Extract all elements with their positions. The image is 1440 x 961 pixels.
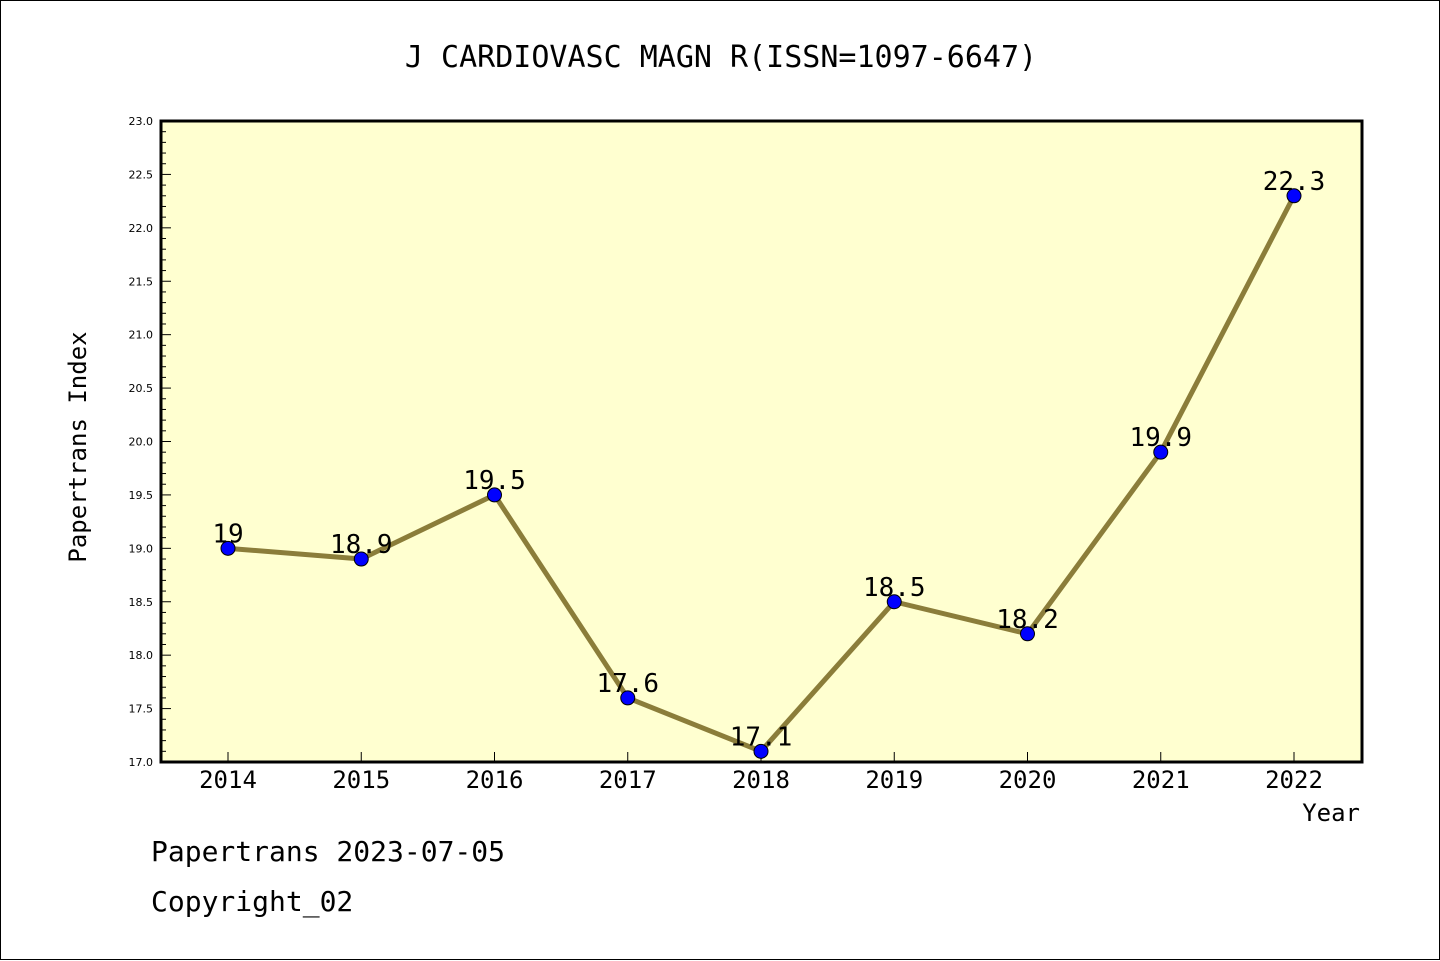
y-tick-label: 21.5 [129, 275, 154, 288]
y-tick-label: 17.0 [129, 756, 154, 769]
x-tick-label: 2018 [732, 766, 790, 794]
y-tick-label: 19.0 [129, 542, 154, 555]
data-point [220, 540, 236, 556]
data-point [1020, 626, 1035, 642]
data-point [753, 743, 769, 759]
data-label: 19.9 [1129, 423, 1192, 453]
x-tick-label: 2020 [999, 766, 1057, 794]
y-axis: 17.0 17.5 18.0 18.5 19.0 19.5 20.0 20.5 21.0 21.5… [129, 115, 171, 769]
data-label: 18.5 [863, 573, 926, 603]
x-axis-label: Year [1302, 799, 1360, 827]
y-tick-label: 19.5 [129, 489, 154, 502]
data-point [487, 487, 502, 503]
y-axis-label: Papertrans Index [64, 331, 92, 562]
chart-title: J CARDIOVASC MAGN R(ISSN=1097-6647) [405, 40, 1037, 75]
data-point [1153, 444, 1169, 460]
data-point [1286, 188, 1302, 204]
data-label: 19 [212, 519, 243, 549]
series-line-group: 19 18.9 19.5 17.6 17.1 18.5 18.2 19.9 22.3 [212, 167, 1325, 759]
x-tick-label: 2016 [466, 766, 524, 794]
footer-copyright: Copyright_02 [151, 885, 354, 918]
data-label: 17.6 [596, 669, 659, 699]
data-point [620, 690, 636, 706]
data-label: 17.1 [730, 722, 793, 752]
plot-area [159, 119, 1364, 764]
x-tick-label: 2019 [865, 766, 923, 794]
data-label: 19.5 [463, 466, 526, 496]
data-point [353, 551, 369, 567]
y-tick-label: 18.0 [129, 649, 154, 662]
y-tick-label: 23.0 [129, 115, 154, 128]
x-tick-label: 2015 [332, 766, 390, 794]
y-tick-label: 21.0 [129, 329, 154, 342]
y-tick-label: 22.5 [129, 168, 154, 181]
x-tick-label: 2022 [1265, 766, 1323, 794]
data-label: 22.3 [1263, 167, 1326, 197]
x-axis: 2014 2015 2016 2017 2018 2019 2020 2021 2022 [199, 752, 1323, 794]
data-point [886, 594, 902, 610]
y-tick-label: 17.5 [129, 703, 154, 716]
x-tick-label: 2021 [1132, 766, 1190, 794]
y-tick-label: 20.5 [129, 382, 154, 395]
x-tick-label: 2014 [199, 766, 257, 794]
data-label: 18.2 [996, 605, 1059, 635]
data-label: 18.9 [330, 530, 393, 560]
x-tick-label: 2017 [599, 766, 657, 794]
y-tick-label: 22.0 [129, 222, 154, 235]
y-tick-label: 18.5 [129, 596, 154, 609]
y-tick-label: 20.0 [129, 436, 154, 449]
footer-source: Papertrans 2023-07-05 [151, 835, 506, 868]
